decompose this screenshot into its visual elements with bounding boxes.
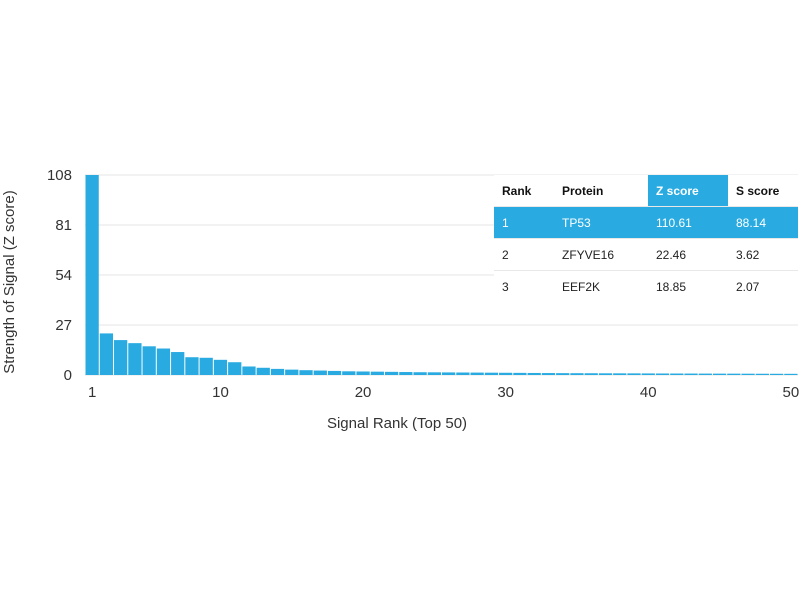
bar-rank-46 <box>727 373 741 375</box>
header-rank: Rank <box>502 183 532 198</box>
table-header-row: Rank Protein Z score S score <box>494 175 798 207</box>
bar-rank-47 <box>741 373 755 375</box>
bar-rank-24 <box>413 372 427 375</box>
rank-cell: 2 <box>494 238 554 271</box>
s-score-cell: 3.62 <box>728 238 798 271</box>
y-axis-title: Strength of Signal (Z score) <box>1 190 18 373</box>
protein-cell: TP53 <box>554 206 648 239</box>
y-tick-label: 54 <box>55 267 72 284</box>
bar-rank-38 <box>613 373 627 375</box>
bar-rank-15 <box>285 369 299 375</box>
bar-rank-26 <box>442 372 456 375</box>
x-axis-title: Signal Rank (Top 50) <box>327 415 467 432</box>
table-row: 3 EEF2K 18.85 2.07 <box>494 270 798 302</box>
bar-rank-50 <box>784 373 798 375</box>
bar-rank-28 <box>470 372 484 375</box>
bar-rank-48 <box>755 373 769 375</box>
bar-rank-27 <box>456 372 470 375</box>
bar-rank-13 <box>256 367 270 375</box>
bar-rank-34 <box>556 373 570 375</box>
bar-rank-7 <box>171 352 185 375</box>
bar-rank-29 <box>484 372 499 375</box>
s-score-cell: 2.07 <box>728 270 798 302</box>
protein-cell: EEF2K <box>554 270 648 302</box>
bar-rank-18 <box>327 370 342 375</box>
bar-rank-42 <box>670 373 684 375</box>
bar-rank-25 <box>427 372 441 375</box>
bar-rank-20 <box>356 371 370 375</box>
y-tick-label: 81 <box>55 217 72 234</box>
x-axis-ticks: 1 10 20 30 40 50 <box>88 384 799 401</box>
protein-cell: ZFYVE16 <box>554 238 648 271</box>
header-protein: Protein <box>562 183 604 198</box>
bar-rank-33 <box>541 373 556 375</box>
bar-rank-41 <box>655 373 670 375</box>
bar-rank-22 <box>384 371 399 375</box>
bar-rank-1 <box>85 175 99 375</box>
bar-rank-45 <box>712 373 727 375</box>
rank-cell: 3 <box>494 270 554 302</box>
x-tick-label: 50 <box>783 384 800 401</box>
bar-rank-10 <box>213 359 228 375</box>
bar-rank-49 <box>769 373 784 375</box>
bar-rank-19 <box>342 371 356 375</box>
bar-rank-2 <box>99 333 114 375</box>
y-tick-label: 27 <box>55 317 72 334</box>
bar-rank-30 <box>499 372 513 375</box>
bar-rank-43 <box>684 373 698 375</box>
bar-rank-17 <box>313 370 327 375</box>
bar-rank-11 <box>228 362 242 375</box>
x-tick-label: 30 <box>497 384 514 401</box>
header-z-score: Z score <box>648 175 728 207</box>
header-s-score: S score <box>736 183 780 198</box>
y-axis-ticks: 0 27 54 81 108 <box>47 167 72 384</box>
x-tick-label: 20 <box>355 384 372 401</box>
x-tick-label: 1 <box>88 384 96 401</box>
bar-rank-16 <box>299 370 313 375</box>
bar-rank-6 <box>156 348 171 375</box>
bar-rank-44 <box>698 373 712 375</box>
bar-rank-35 <box>570 373 584 375</box>
rank-cell: 1 <box>494 206 554 239</box>
x-tick-label: 40 <box>640 384 657 401</box>
bar-rank-39 <box>627 373 641 375</box>
bar-rank-8 <box>185 357 199 375</box>
bar-rank-40 <box>641 373 655 375</box>
table-row: 2 ZFYVE16 22.46 3.62 <box>494 238 798 271</box>
y-tick-label: 108 <box>47 167 72 184</box>
bar-rank-5 <box>142 346 156 375</box>
y-tick-label: 0 <box>64 367 72 384</box>
bar-rank-9 <box>199 357 213 375</box>
bar-rank-3 <box>114 340 128 375</box>
bar-rank-4 <box>128 343 142 375</box>
x-tick-label: 10 <box>212 384 229 401</box>
bar-rank-31 <box>513 372 527 375</box>
bar-rank-21 <box>370 371 384 375</box>
bar-rank-14 <box>270 368 285 375</box>
s-score-cell: 88.14 <box>728 206 798 239</box>
bar-rank-12 <box>242 366 256 375</box>
bar-rank-36 <box>584 373 598 375</box>
z-score-cell: 18.85 <box>648 270 728 302</box>
bars <box>85 175 798 375</box>
top-signals-table: Rank Protein Z score S score 1 TP53 110.… <box>494 175 798 302</box>
bar-rank-32 <box>527 372 541 375</box>
bar-rank-23 <box>399 372 413 375</box>
z-score-cell: 110.61 <box>648 206 728 239</box>
z-score-cell: 22.46 <box>648 238 728 271</box>
table-row: 1 TP53 110.61 88.14 <box>494 206 798 239</box>
bar-rank-37 <box>598 373 613 375</box>
